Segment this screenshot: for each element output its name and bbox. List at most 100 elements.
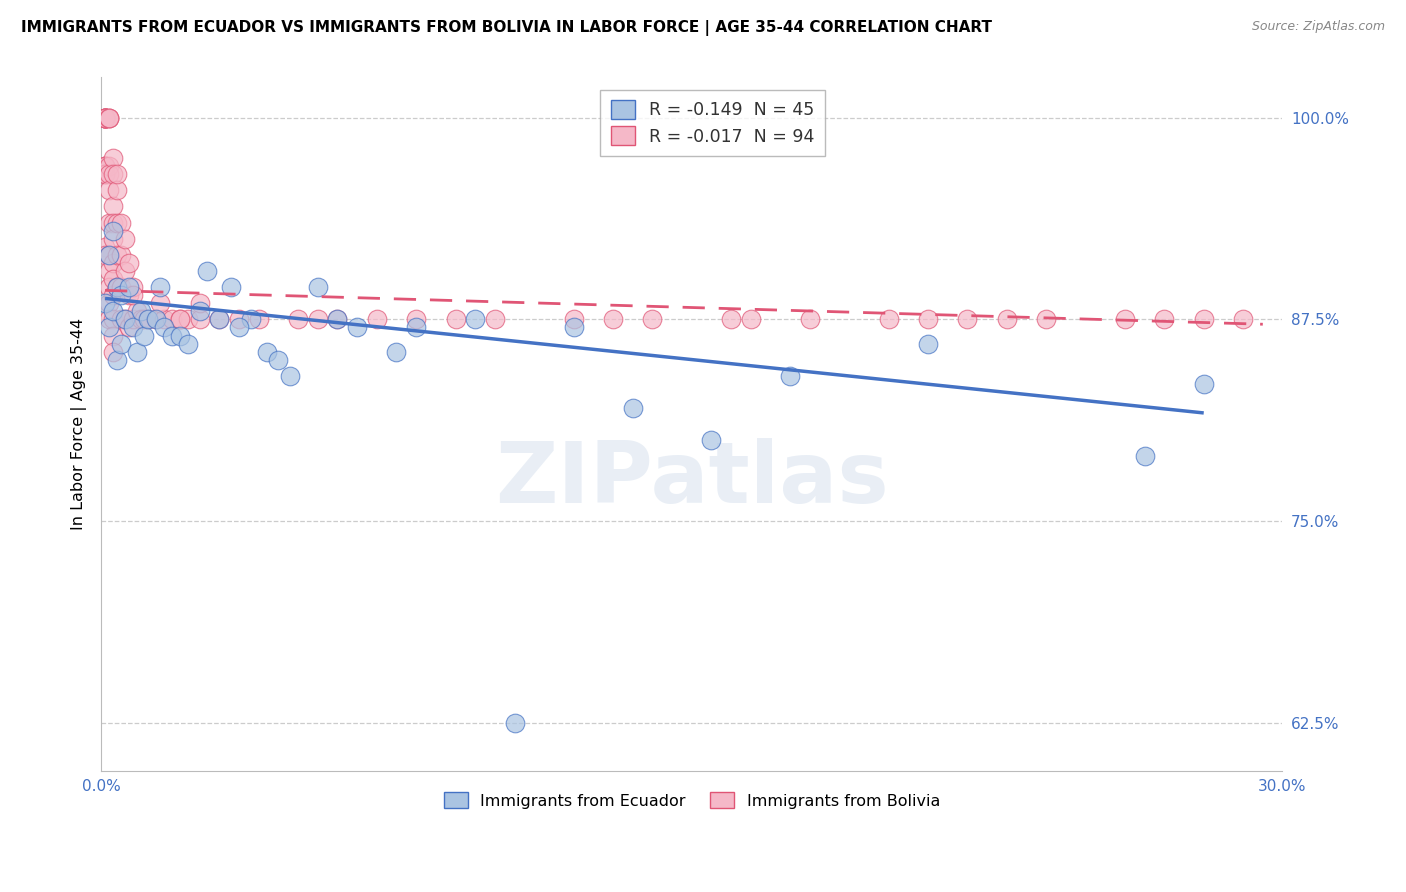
Point [125, 304, 148, 318]
Point [98, 264, 121, 278]
Point [94, 111, 117, 125]
Point [94, 167, 117, 181]
Point [145, 312, 167, 326]
Point [110, 216, 132, 230]
Point [98, 296, 121, 310]
Point [101, 167, 124, 181]
Point [153, 320, 176, 334]
Point [98, 159, 121, 173]
Point [94, 159, 117, 173]
Point [169, 312, 191, 326]
Point [149, 280, 172, 294]
Point [917, 312, 939, 326]
Point [98, 248, 121, 262]
Point [307, 280, 329, 294]
Point [94, 111, 117, 125]
Point [94, 240, 117, 254]
Point [105, 352, 128, 367]
Y-axis label: In Labor Force | Age 35-44: In Labor Force | Age 35-44 [72, 318, 87, 531]
Point [307, 312, 329, 326]
Point [101, 216, 124, 230]
Point [700, 434, 723, 448]
Point [118, 280, 141, 294]
Point [503, 715, 526, 730]
Point [98, 248, 121, 262]
Point [121, 280, 143, 294]
Text: Source: ZipAtlas.com: Source: ZipAtlas.com [1251, 20, 1385, 33]
Point [169, 328, 191, 343]
Point [98, 280, 121, 294]
Point [444, 312, 467, 326]
Point [98, 111, 121, 125]
Point [101, 199, 124, 213]
Point [94, 111, 117, 125]
Point [110, 280, 132, 294]
Point [1114, 312, 1136, 326]
Point [94, 296, 117, 310]
Point [98, 183, 121, 197]
Point [94, 159, 117, 173]
Point [129, 312, 152, 326]
Point [720, 312, 742, 326]
Point [94, 111, 117, 125]
Point [405, 320, 427, 334]
Text: ZIPatlas: ZIPatlas [495, 438, 889, 521]
Point [562, 312, 585, 326]
Point [1035, 312, 1057, 326]
Point [188, 304, 211, 318]
Point [129, 304, 152, 318]
Point [917, 336, 939, 351]
Point [621, 401, 644, 416]
Point [94, 159, 117, 173]
Point [177, 336, 200, 351]
Point [208, 312, 231, 326]
Point [94, 248, 117, 262]
Point [98, 320, 121, 334]
Text: IMMIGRANTS FROM ECUADOR VS IMMIGRANTS FROM BOLIVIA IN LABOR FORCE | AGE 35-44 CO: IMMIGRANTS FROM ECUADOR VS IMMIGRANTS FR… [21, 20, 993, 36]
Point [101, 256, 124, 270]
Point [641, 312, 664, 326]
Legend: Immigrants from Ecuador, Immigrants from Bolivia: Immigrants from Ecuador, Immigrants from… [437, 786, 946, 815]
Point [1153, 312, 1175, 326]
Point [118, 288, 141, 302]
Point [385, 344, 408, 359]
Point [101, 312, 124, 326]
Point [94, 111, 117, 125]
Point [1192, 312, 1215, 326]
Point [247, 312, 270, 326]
Point [995, 312, 1018, 326]
Point [956, 312, 979, 326]
Point [105, 216, 128, 230]
Point [105, 167, 128, 181]
Point [256, 344, 278, 359]
Point [177, 312, 200, 326]
Point [228, 312, 250, 326]
Point [114, 312, 136, 326]
Point [267, 352, 290, 367]
Point [101, 151, 124, 165]
Point [101, 272, 124, 286]
Point [287, 312, 309, 326]
Point [138, 312, 160, 326]
Point [105, 183, 128, 197]
Point [114, 312, 136, 326]
Point [877, 312, 900, 326]
Point [740, 312, 762, 326]
Point [366, 312, 388, 326]
Point [405, 312, 427, 326]
Point [98, 167, 121, 181]
Point [464, 312, 486, 326]
Point [114, 264, 136, 278]
Point [138, 312, 160, 326]
Point [101, 288, 124, 302]
Point [1192, 376, 1215, 391]
Point [98, 312, 121, 326]
Point [98, 216, 121, 230]
Point [169, 312, 191, 326]
Point [105, 248, 128, 262]
Point [160, 312, 183, 326]
Point [101, 232, 124, 246]
Point [346, 320, 368, 334]
Point [134, 312, 156, 326]
Point [101, 304, 124, 318]
